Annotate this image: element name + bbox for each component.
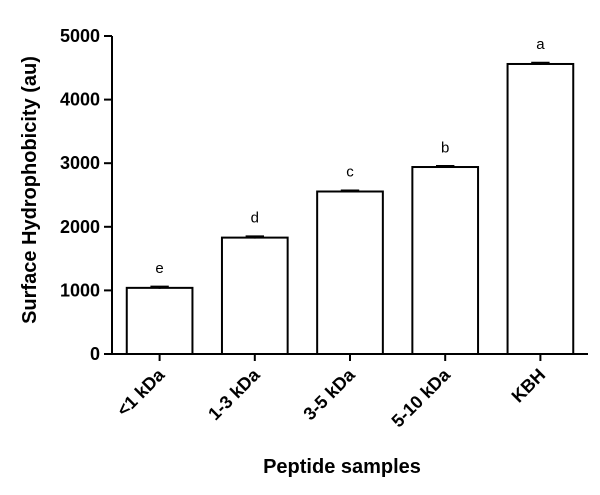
y-tick-label: 3000: [60, 153, 100, 173]
x-axis: <1 kDa 1-3 kDa 3-5 kDa 5-10 kDa KBH: [112, 353, 588, 431]
significance-label: d: [251, 210, 259, 227]
significance-label: b: [441, 139, 449, 156]
significance-label: a: [536, 36, 545, 53]
x-tick-label: 5-10 kDa: [388, 364, 455, 431]
error-bars: [150, 61, 550, 289]
bar: [411, 166, 480, 355]
bar: [125, 286, 194, 355]
y-tick-label: 1000: [60, 280, 100, 300]
x-tick-label: <1 kDa: [113, 364, 169, 420]
bars: [125, 62, 575, 355]
y-tick-label: 5000: [60, 26, 100, 46]
x-tick-label: 1-3 kDa: [204, 364, 264, 424]
y-tick-label: 4000: [60, 90, 100, 110]
significance-label: c: [346, 164, 354, 181]
significance-labels: e d c b a: [155, 36, 545, 277]
significance-label: e: [155, 260, 163, 277]
y-axis: 0 1000 2000 3000 4000 5000: [60, 26, 113, 364]
x-tick-label: KBH: [508, 365, 550, 407]
x-axis-title: Peptide samples: [263, 456, 421, 478]
x-tick-label: 3-5 kDa: [299, 364, 359, 424]
y-axis-title: Surface Hydrophobicity (au): [19, 56, 41, 324]
bar: [506, 62, 575, 355]
bar: [316, 190, 384, 355]
bar: [220, 236, 289, 355]
y-tick-label: 2000: [60, 217, 100, 237]
y-tick-label: 0: [90, 344, 100, 364]
